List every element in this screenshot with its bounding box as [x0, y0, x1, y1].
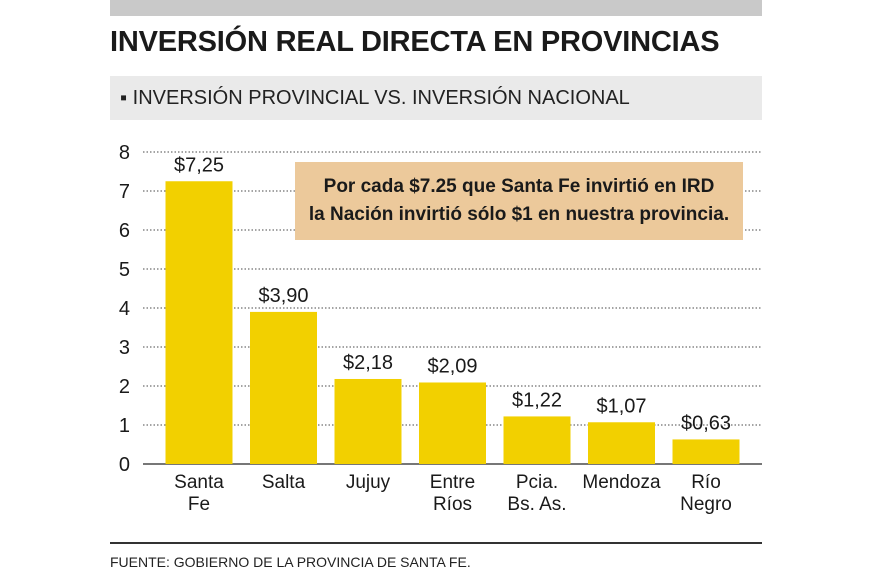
y-tick-label: 1 — [119, 415, 130, 437]
bar-value-label: $1,07 — [596, 395, 646, 417]
chart-title: INVERSIÓN REAL DIRECTA EN PROVINCIAS — [110, 26, 720, 58]
x-tick-label: Fe — [188, 494, 210, 515]
y-tick-label: 4 — [119, 298, 130, 320]
source-note: FUENTE: GOBIERNO DE LA PROVINCIA DE SANT… — [110, 554, 471, 570]
bar — [165, 181, 233, 464]
bar — [503, 416, 571, 464]
bar-value-label: $2,09 — [427, 355, 477, 377]
bar — [419, 382, 486, 464]
callout-line-2: la Nación invirtió sólo $1 en nuestra pr… — [308, 204, 730, 225]
bar-value-label: $0,63 — [681, 412, 731, 434]
x-tick-label: Salta — [262, 472, 306, 493]
bar-value-label: $3,90 — [258, 285, 308, 307]
y-tick-label: 0 — [119, 454, 130, 476]
bar — [672, 439, 740, 464]
bar — [334, 378, 402, 464]
x-tick-label: Negro — [680, 494, 732, 515]
x-tick-label: Mendoza — [582, 472, 661, 493]
x-tick-label: Río — [691, 472, 721, 493]
y-tick-label: 5 — [119, 259, 130, 281]
bar — [250, 311, 317, 464]
bar-value-label: $2,18 — [343, 352, 393, 374]
x-tick-label: Bs. As. — [507, 494, 566, 515]
y-tick-label: 7 — [119, 181, 130, 203]
y-tick-label: 8 — [119, 142, 130, 164]
top-rule — [110, 0, 762, 16]
bottom-rule — [110, 542, 762, 544]
x-tick-label: Ríos — [433, 494, 472, 515]
bar-value-label: $1,22 — [512, 389, 562, 411]
callout-box: Por cada $7.25 que Santa Fe invirtió en … — [295, 162, 743, 240]
y-tick-label: 3 — [119, 337, 130, 359]
subtitle-text: INVERSIÓN PROVINCIAL VS. INVERSIÓN NACIO… — [132, 87, 630, 109]
x-tick-label: Pcia. — [516, 472, 558, 493]
subtitle-bar — [110, 76, 762, 120]
y-tick-label: 2 — [119, 376, 130, 398]
bar — [588, 422, 655, 464]
bullet-icon: ▪ — [120, 87, 128, 109]
x-tick-label: Santa — [174, 472, 224, 493]
chart-subtitle: ▪ INVERSIÓN PROVINCIAL VS. INVERSIÓN NAC… — [120, 87, 630, 110]
x-tick-label: Entre — [430, 472, 475, 493]
y-tick-label: 6 — [119, 220, 130, 242]
x-tick-label: Jujuy — [346, 472, 391, 493]
bar-value-label: $7,25 — [174, 154, 224, 176]
callout-line-1: Por cada $7.25 que Santa Fe invirtió en … — [323, 176, 715, 197]
